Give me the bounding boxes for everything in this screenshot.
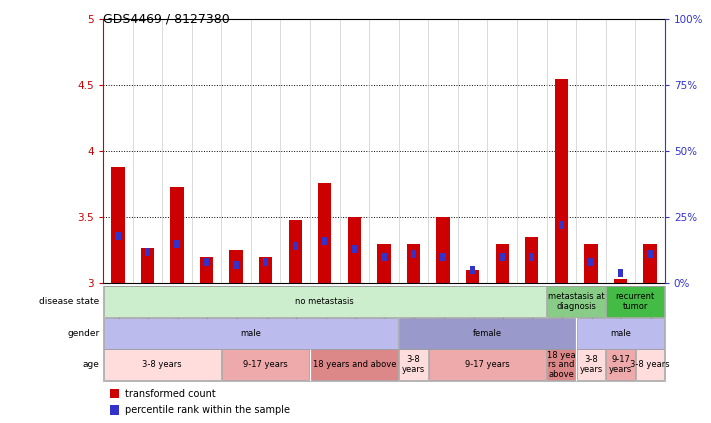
Bar bbox=[318, 183, 331, 283]
Bar bbox=[618, 269, 623, 277]
Bar bbox=[407, 244, 420, 283]
Bar bbox=[647, 250, 653, 258]
Bar bbox=[470, 266, 475, 274]
Bar bbox=[145, 248, 150, 255]
Bar bbox=[322, 237, 328, 245]
Bar bbox=[171, 187, 183, 283]
Bar bbox=[174, 240, 180, 248]
Text: 9-17 years: 9-17 years bbox=[243, 360, 288, 369]
Bar bbox=[204, 258, 209, 266]
Text: 3-8
years: 3-8 years bbox=[579, 355, 602, 374]
Bar bbox=[500, 253, 505, 261]
Text: GDS4469 / 8127380: GDS4469 / 8127380 bbox=[103, 13, 230, 26]
Text: 18 yea
rs and
above: 18 yea rs and above bbox=[547, 351, 576, 379]
Bar bbox=[289, 220, 302, 283]
Bar bbox=[555, 79, 568, 283]
Text: 3-8 years: 3-8 years bbox=[142, 360, 182, 369]
Bar bbox=[559, 221, 564, 229]
Bar bbox=[348, 217, 361, 283]
FancyArrow shape bbox=[85, 332, 100, 334]
Text: 18 years and above: 18 years and above bbox=[313, 360, 396, 369]
Text: 3-8 years: 3-8 years bbox=[630, 360, 670, 369]
Bar bbox=[233, 261, 239, 269]
Text: disease state: disease state bbox=[39, 297, 100, 306]
Bar bbox=[111, 167, 124, 283]
Bar bbox=[230, 250, 242, 283]
FancyArrow shape bbox=[85, 300, 100, 302]
Text: gender: gender bbox=[68, 329, 100, 338]
Bar bbox=[440, 253, 446, 261]
Bar bbox=[525, 237, 538, 283]
FancyArrow shape bbox=[85, 364, 100, 366]
Text: metastasis at
diagnosis: metastasis at diagnosis bbox=[547, 292, 604, 311]
Bar bbox=[437, 217, 450, 283]
Bar bbox=[352, 245, 357, 253]
Text: transformed count: transformed count bbox=[125, 389, 216, 399]
Bar bbox=[466, 270, 479, 283]
Bar bbox=[141, 248, 154, 283]
Text: age: age bbox=[82, 360, 100, 369]
Bar bbox=[200, 257, 213, 283]
Bar bbox=[115, 232, 121, 240]
Bar bbox=[263, 258, 268, 266]
Bar bbox=[584, 244, 597, 283]
Bar bbox=[529, 253, 535, 261]
Text: male: male bbox=[240, 329, 262, 338]
Bar bbox=[293, 242, 298, 250]
Bar bbox=[588, 258, 594, 266]
Text: no metastasis: no metastasis bbox=[296, 297, 354, 306]
Bar bbox=[496, 244, 509, 283]
Text: 3-8
years: 3-8 years bbox=[402, 355, 425, 374]
Bar bbox=[643, 244, 657, 283]
Bar bbox=[378, 244, 390, 283]
Bar bbox=[381, 253, 387, 261]
Text: 9-17 years: 9-17 years bbox=[465, 360, 510, 369]
Text: 9-17
years: 9-17 years bbox=[609, 355, 632, 374]
Text: female: female bbox=[473, 329, 502, 338]
Text: percentile rank within the sample: percentile rank within the sample bbox=[125, 405, 290, 415]
Text: recurrent
tumor: recurrent tumor bbox=[616, 292, 655, 311]
Bar bbox=[259, 257, 272, 283]
Bar bbox=[411, 250, 416, 258]
Bar bbox=[614, 280, 627, 283]
Text: male: male bbox=[610, 329, 631, 338]
